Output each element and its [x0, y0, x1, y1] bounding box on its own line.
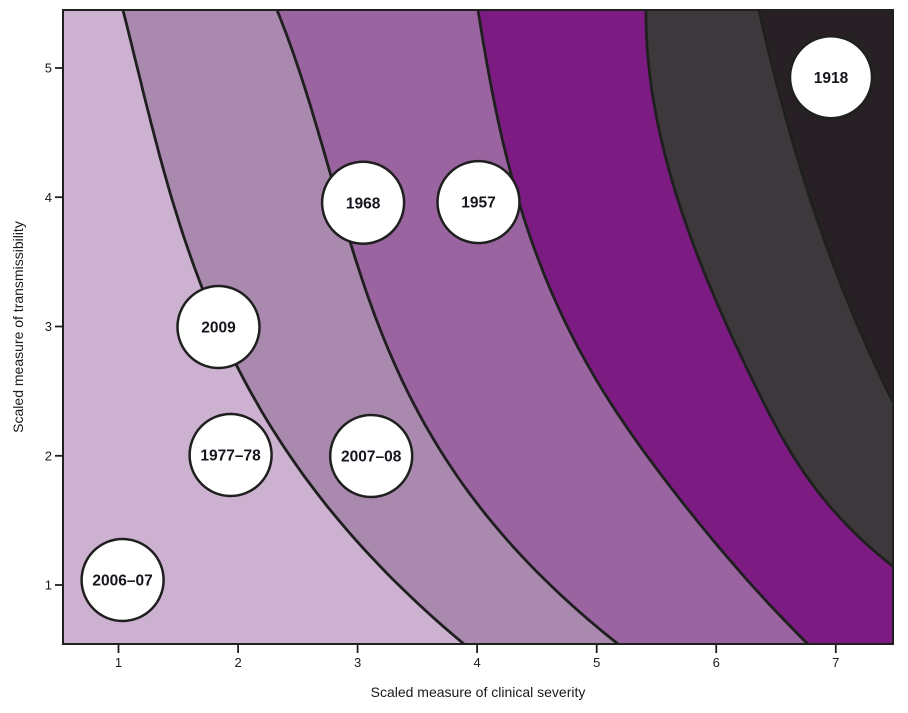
svg-text:1957: 1957 — [461, 195, 495, 212]
svg-text:1: 1 — [115, 655, 122, 670]
svg-text:4: 4 — [473, 655, 480, 670]
svg-text:Scaled measure of clinical sev: Scaled measure of clinical severity — [371, 684, 586, 700]
svg-text:4: 4 — [45, 190, 52, 205]
svg-text:1918: 1918 — [814, 70, 849, 87]
svg-text:2: 2 — [234, 655, 241, 670]
svg-text:5: 5 — [593, 655, 600, 670]
svg-text:5: 5 — [45, 61, 52, 76]
svg-text:3: 3 — [354, 655, 361, 670]
svg-text:2009: 2009 — [201, 320, 236, 337]
svg-text:1: 1 — [45, 578, 52, 593]
svg-text:2006–07: 2006–07 — [92, 573, 152, 590]
svg-text:3: 3 — [45, 319, 52, 334]
svg-text:6: 6 — [713, 655, 720, 670]
svg-text:2: 2 — [45, 448, 52, 463]
svg-text:7: 7 — [832, 655, 839, 670]
svg-text:Scaled measure of transmissibi: Scaled measure of transmissibility — [10, 221, 26, 433]
svg-text:2007–08: 2007–08 — [341, 449, 402, 466]
svg-text:1968: 1968 — [346, 195, 381, 212]
svg-text:1977–78: 1977–78 — [200, 448, 261, 465]
